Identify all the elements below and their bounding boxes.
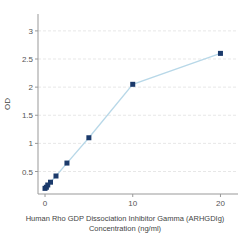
- y-tick: [35, 87, 38, 88]
- x-tick: [45, 194, 46, 197]
- y-tick: [35, 171, 38, 172]
- grid-line: [38, 143, 238, 144]
- x-axis-label-line: Concentration (ng/ml): [89, 224, 162, 233]
- marker: [53, 174, 58, 179]
- marker: [48, 180, 53, 185]
- x-tick-label: 10: [128, 199, 137, 208]
- axes: 0 10 20 0.5 1 1.5 2 2.5 3: [22, 14, 238, 208]
- line: [45, 53, 220, 188]
- grid-line: [38, 115, 238, 116]
- marker: [86, 135, 91, 140]
- grid-line: [38, 171, 238, 172]
- x-tick-label: 20: [216, 199, 225, 208]
- y-tick: [35, 143, 38, 144]
- y-tick: [35, 59, 38, 60]
- chart: 0 10 20 0.5 1 1.5 2 2.5 3 Human Rho GDP Dissociat…: [0, 0, 250, 250]
- y-tick: [35, 30, 38, 31]
- y-tick-label: 2: [29, 83, 34, 92]
- y-tick-label: 1.5: [22, 111, 34, 120]
- marker: [218, 51, 223, 56]
- y-tick: [35, 115, 38, 116]
- grid: [38, 31, 238, 172]
- x-tick: [220, 194, 221, 197]
- x-tick: [132, 194, 133, 197]
- x-axis-label-line: Human Rho GDP Dissociation Inhibitor Gam…: [26, 214, 225, 223]
- plot-data: [43, 51, 223, 191]
- grid-line: [38, 30, 238, 31]
- marker: [130, 82, 135, 87]
- marker: [64, 161, 69, 166]
- grid-line: [38, 59, 238, 60]
- x-axis-label: Human Rho GDP Dissociation Inhibitor Gam…: [26, 214, 225, 233]
- grid-line: [38, 87, 238, 88]
- y-axis-label: OD: [3, 98, 12, 110]
- y-tick-label: 0.5: [22, 168, 34, 177]
- y-axis-line: [38, 14, 39, 194]
- x-tick-label: 0: [43, 199, 48, 208]
- x-axis-line: [38, 194, 238, 195]
- y-tick-label: 1: [29, 139, 34, 148]
- y-tick-label: 3: [29, 27, 34, 36]
- y-tick-label: 2.5: [22, 55, 34, 64]
